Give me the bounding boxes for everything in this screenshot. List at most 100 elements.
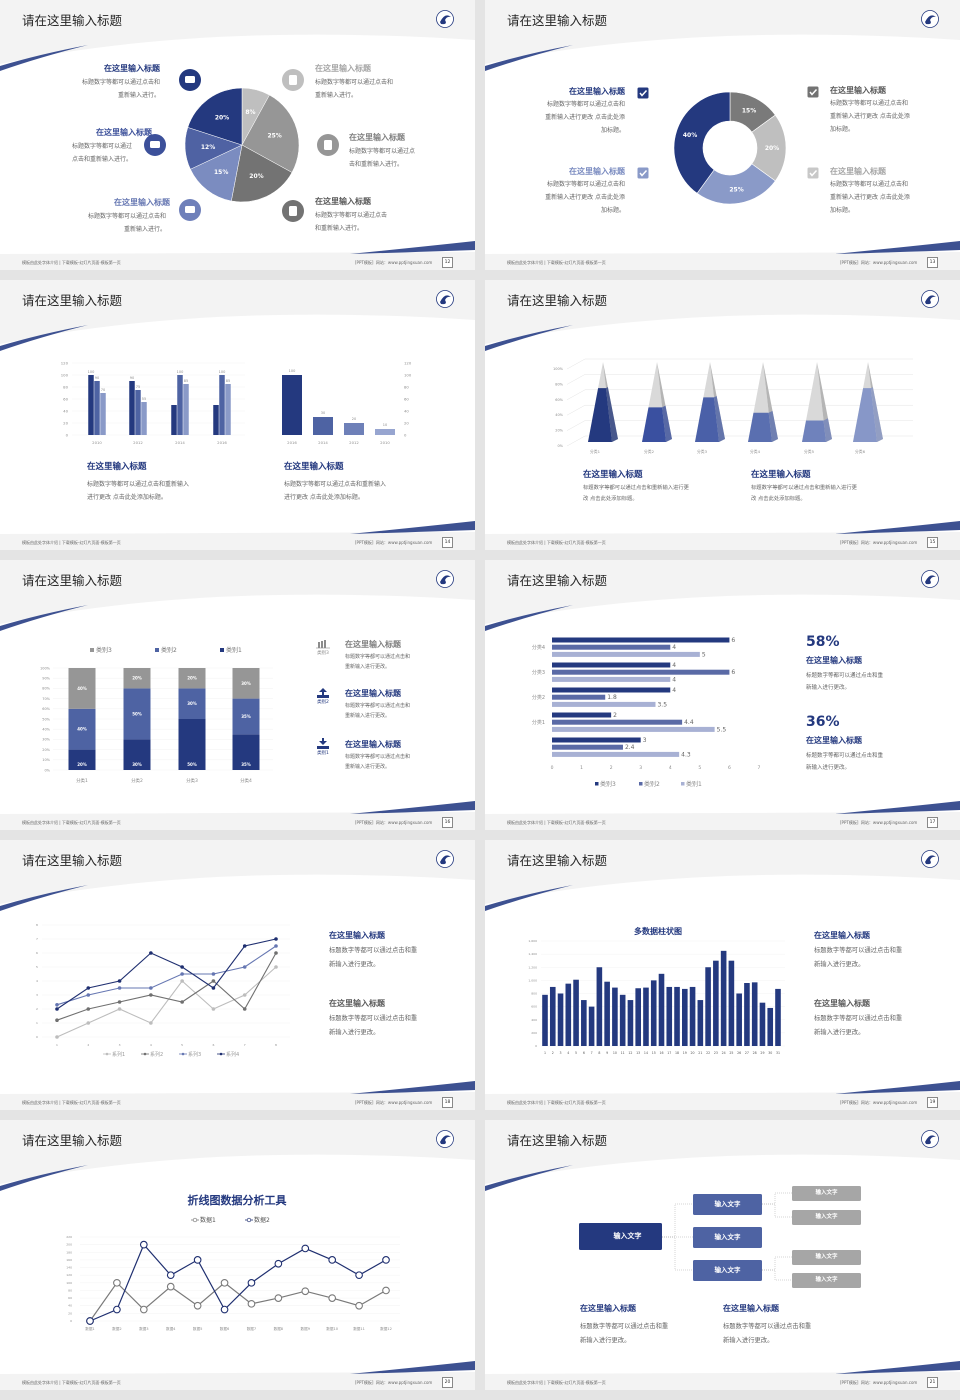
- bar-value-label: 90: [95, 376, 99, 380]
- bar: [129, 381, 135, 435]
- root-box[interactable]: 输入文字: [579, 1223, 662, 1250]
- segment-label: 35%: [241, 762, 251, 767]
- leaf-box[interactable]: 输入文字: [792, 1185, 861, 1201]
- item-desc: 标题数字等都可以通过点击和重新输入 进行更改 点击此处添加标题。: [284, 481, 387, 501]
- slide-10[interactable]: 请在这里输入标题 模板由此处字体介绍 | 下载模板-幻灯片页面-模板第一页 [PPT…: [485, 1120, 960, 1390]
- bar: [552, 744, 623, 750]
- checkbox-checked-icon[interactable]: [637, 87, 649, 99]
- slide-5[interactable]: 请在这里输入标题 模板由此处字体介绍 | 下载模板-幻灯片页面-模板第一页 [PPT…: [0, 560, 475, 830]
- footer-left-text: 模板由此处字体介绍 | 下载模板-幻灯片页面-模板第一页: [22, 1380, 121, 1385]
- x-tick-label: 数据4: [166, 1326, 176, 1331]
- y-tick-label: 70%: [42, 697, 50, 701]
- footer-left-text: 模板由此处字体介绍 | 下载模板-幻灯片页面-模板第一页: [22, 540, 121, 545]
- y-tick-label: 1,600: [528, 939, 537, 943]
- x-tick-label: 数据5: [193, 1326, 202, 1331]
- pyramid-bar: [802, 362, 832, 442]
- y-tick-label: 40: [404, 408, 409, 413]
- item-title: 在这里输入标题: [751, 470, 811, 480]
- slide-1[interactable]: 请在这里输入标题 模板由此处字体介绍 | 下载模板-幻灯片页面-模板第一页 [PPT…: [0, 0, 475, 270]
- leaf-box[interactable]: 输入文字: [792, 1249, 861, 1265]
- leaf-box[interactable]: 输入文字: [792, 1209, 861, 1225]
- slide-9[interactable]: 请在这里输入标题 模板由此处字体介绍 | 下载模板-幻灯片页面-模板第一页 [PPT…: [0, 1120, 475, 1390]
- slide-graphics: 6 4 5 分类4 4 6 4 分类3 4 1.8 3.5 分类2 2 4.4 5.5 分类1 3 2.4 4.3 0…: [532, 637, 761, 788]
- y-tick-label: 40: [68, 1304, 72, 1308]
- bar: [619, 994, 626, 1046]
- y-tick-label: 40%: [555, 413, 563, 417]
- bar: [697, 1000, 704, 1046]
- x-tick-label: 分类3: [697, 449, 708, 454]
- checkbox-checked-icon[interactable]: [807, 86, 819, 98]
- page-number: 20: [442, 1377, 453, 1388]
- data-point: [117, 1007, 122, 1011]
- pyramid-bar: [853, 362, 883, 442]
- data-point: [328, 1294, 337, 1302]
- data-point: [211, 979, 216, 983]
- x-tick-label: 6: [212, 1043, 214, 1047]
- data-point: [117, 979, 122, 983]
- stacked-bar-segment: [123, 668, 151, 689]
- page-number: 12: [442, 257, 453, 268]
- bar-value-label: 10: [383, 423, 387, 427]
- x-tick-label: 数据1: [85, 1326, 94, 1331]
- slide-6[interactable]: 请在这里输入标题 模板由此处字体介绍 | 下载模板-幻灯片页面-模板第一页 [PPT…: [485, 560, 960, 830]
- x-tick-label: 5: [575, 1051, 577, 1055]
- bar-value-label: 85: [226, 379, 230, 383]
- content-area: [0, 874, 475, 1094]
- x-tick-label: 28: [753, 1051, 757, 1055]
- slide-4[interactable]: 请在这里输入标题 模板由此处字体介绍 | 下载模板-幻灯片页面-模板第一页 [PPT…: [485, 280, 960, 550]
- legend-label: 类别1: [686, 780, 702, 788]
- item-desc: 标题数字等都可以通过点击和重 新输入进行更改。: [580, 1323, 669, 1344]
- bar: [552, 662, 671, 668]
- bar-value-label: 100: [88, 370, 95, 374]
- middle-box[interactable]: 输入文字: [693, 1193, 762, 1215]
- item-title: 在这里输入标题: [284, 462, 344, 472]
- middle-box[interactable]: 输入文字: [693, 1226, 762, 1248]
- slide-3[interactable]: 请在这里输入标题 模板由此处字体介绍 | 下载模板-幻灯片页面-模板第一页 [PPT…: [0, 280, 475, 550]
- x-tick-label: 4: [567, 1051, 569, 1055]
- data-point: [382, 1286, 390, 1295]
- bar-value-label: 6: [731, 637, 735, 644]
- bar: [775, 988, 781, 1046]
- logo-icon: [921, 290, 939, 308]
- x-tick-label: 分类6: [855, 449, 866, 454]
- x-tick-label: 5: [181, 1043, 183, 1047]
- legend-label: 类别3: [600, 780, 616, 788]
- y-tick-label: 0: [404, 432, 407, 437]
- bar-value-label: 30: [321, 411, 325, 415]
- page-number: 19: [927, 1097, 938, 1108]
- series-line: [89, 1281, 387, 1322]
- slide-2[interactable]: 请在这里输入标题 模板由此处字体介绍 | 下载模板-幻灯片页面-模板第一页 [PPT…: [485, 0, 960, 270]
- x-tick-label: 2: [552, 1051, 554, 1055]
- bar: [552, 669, 730, 675]
- item-desc: 标题数字等都可以通过点击和 重新输入进行更改。: [345, 703, 411, 719]
- data-point: [55, 1003, 59, 1007]
- bar-value-label: 70: [101, 388, 105, 392]
- checkbox-checked-icon[interactable]: [637, 167, 649, 179]
- footer-right-text: [PPT模板] 网站：www.pptjingxuan.com: [355, 260, 433, 265]
- data-point: [55, 1007, 59, 1011]
- bar: [375, 429, 395, 435]
- stacked-bar-segment: [232, 698, 260, 735]
- y-tick-label: 6: [36, 951, 38, 955]
- item-desc: 标题数字等都可以通过点击和 重新输入进行更改 点击此处添 加标题。: [830, 181, 910, 214]
- segment-label: 30%: [132, 762, 142, 767]
- slide-8[interactable]: 请在这里输入标题 模板由此处字体介绍 | 下载模板-幻灯片页面-模板第一页 [PPT…: [485, 840, 960, 1110]
- slide-title: 请在这里输入标题: [507, 293, 608, 308]
- middle-box[interactable]: 输入文字: [693, 1259, 762, 1281]
- slide-7[interactable]: 请在这里输入标题 模板由此处字体介绍 | 下载模板-幻灯片页面-模板第一页 [PPT…: [0, 840, 475, 1110]
- stacked-bar-segment: [232, 734, 260, 770]
- checkbox-checked-icon[interactable]: [807, 167, 819, 179]
- leaf-box[interactable]: 输入文字: [792, 1272, 861, 1288]
- item-desc: 标题数字等都可以通过点击和重 新输入进行更改。: [814, 947, 903, 968]
- x-tick-label: 18: [675, 1051, 679, 1055]
- car-icon: [144, 134, 166, 156]
- data-point: [180, 972, 184, 976]
- bar-value-label: 55: [142, 397, 146, 401]
- x-tick-label: 2010: [380, 440, 390, 445]
- item-title: 在这里输入标题: [329, 999, 385, 1008]
- data-point: [86, 1007, 91, 1011]
- y-tick-label: 1,000: [528, 978, 537, 982]
- y-tick-label: 120: [61, 360, 69, 365]
- accent-swoosh-bottom: [350, 241, 475, 254]
- x-tick-label: 2: [610, 765, 613, 771]
